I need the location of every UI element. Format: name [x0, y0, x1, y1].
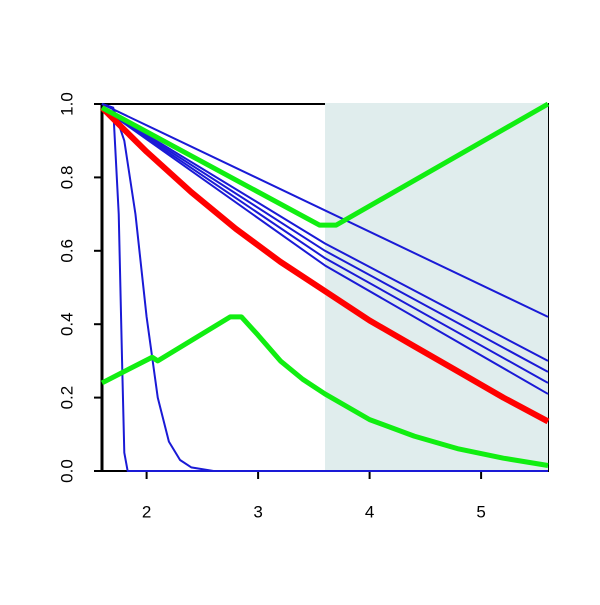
series-line: [100, 101, 550, 228]
x-tick-label: 4: [365, 502, 374, 521]
series-line: [101, 106, 549, 362]
y-tick-label: 0.8: [57, 166, 76, 190]
y-tick-label: 0.6: [57, 239, 76, 263]
y-tick-label: 0.2: [57, 386, 76, 410]
x-tick-label: 5: [476, 502, 485, 521]
y-tick-label: 1.0: [57, 92, 76, 116]
series-line: [100, 314, 549, 468]
x-tick-label: 2: [142, 502, 151, 521]
y-tick-label: 0.0: [57, 459, 76, 483]
series-line: [101, 106, 549, 395]
series-line: [101, 103, 549, 318]
x-tick-label: 3: [253, 502, 262, 521]
series-line: [101, 106, 549, 384]
y-tick-label: 0.4: [57, 312, 76, 336]
series-line: [101, 106, 549, 373]
shaded-region: [325, 103, 548, 472]
series-line: [99, 105, 550, 425]
